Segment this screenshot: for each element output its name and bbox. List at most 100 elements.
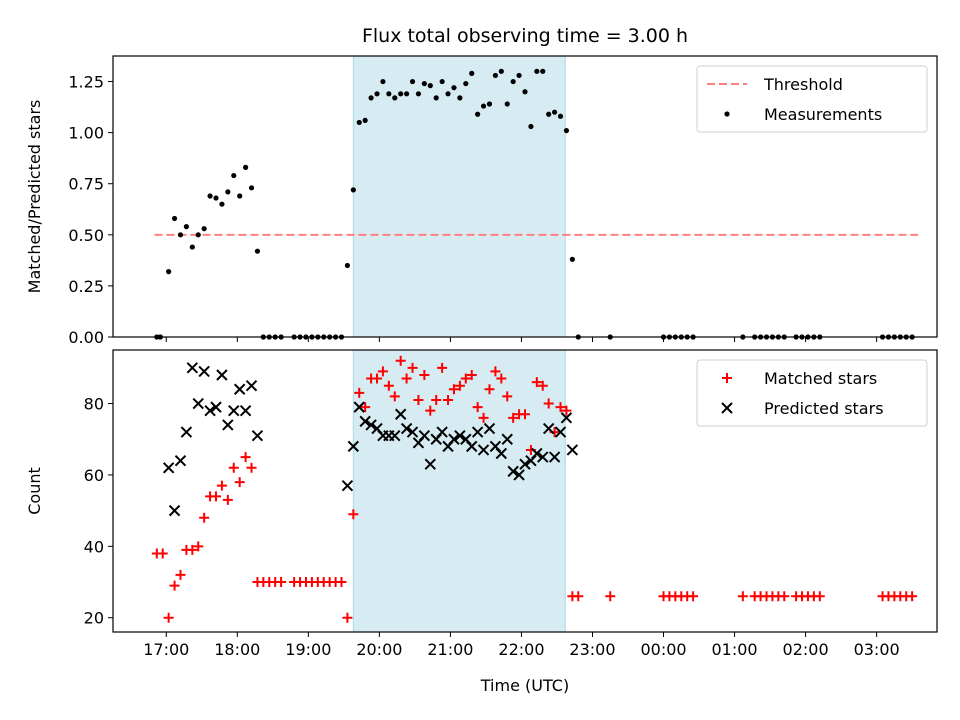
predicted-point bbox=[466, 440, 478, 453]
measurement-point bbox=[386, 91, 392, 97]
predicted-point bbox=[483, 422, 496, 435]
matched-point bbox=[354, 387, 365, 398]
predicted-point bbox=[566, 444, 579, 456]
matched-point bbox=[605, 591, 616, 602]
measurement-point bbox=[463, 80, 469, 87]
y-tick-label: 40 bbox=[84, 537, 104, 556]
matched-point bbox=[222, 494, 233, 505]
measurement-point bbox=[237, 193, 243, 199]
chart-title: Flux total observing time = 3.00 h bbox=[362, 25, 688, 47]
measurement-point bbox=[445, 91, 451, 97]
legend-box bbox=[696, 359, 928, 427]
y-tick-label: 0.00 bbox=[68, 328, 104, 347]
matched-point bbox=[779, 591, 790, 602]
matched-point bbox=[389, 391, 400, 402]
legend-label: Matched stars bbox=[764, 369, 877, 388]
matched-point bbox=[472, 402, 483, 413]
predicted-point bbox=[245, 379, 258, 392]
predicted-point bbox=[186, 362, 199, 374]
measurement-point bbox=[486, 101, 493, 107]
axes-frame bbox=[112, 55, 938, 338]
matched-point bbox=[490, 366, 501, 377]
measurement-point bbox=[504, 101, 510, 107]
matched-point bbox=[496, 373, 507, 384]
measurement-point bbox=[528, 123, 534, 130]
measurement-point bbox=[392, 95, 398, 101]
matched-point bbox=[276, 577, 287, 588]
y-tick-label: 0.25 bbox=[68, 277, 104, 296]
matched-point bbox=[395, 355, 406, 366]
legend-label: Threshold bbox=[763, 75, 843, 94]
matched-point bbox=[561, 405, 572, 416]
predicted-point bbox=[477, 444, 490, 456]
matched-point bbox=[175, 569, 186, 580]
predicted-point bbox=[436, 426, 448, 438]
matched-point bbox=[431, 394, 442, 405]
matched-point bbox=[157, 548, 168, 559]
measurement-point bbox=[207, 193, 213, 199]
legend: Matched stars Predicted stars bbox=[696, 359, 928, 427]
predicted-point bbox=[365, 419, 377, 431]
matched-point bbox=[537, 380, 548, 391]
measurement-point bbox=[421, 80, 427, 87]
matched-point bbox=[555, 402, 566, 413]
matched-point bbox=[573, 591, 584, 602]
measurement-point bbox=[569, 256, 575, 262]
predicted-point bbox=[239, 404, 252, 417]
matched-point bbox=[520, 409, 530, 420]
x-tick-label: 00:00 bbox=[640, 640, 686, 659]
matched-point bbox=[425, 405, 436, 416]
measurement-point bbox=[177, 232, 184, 238]
matched-point bbox=[443, 394, 454, 405]
matched-point bbox=[460, 373, 471, 384]
predicted-point bbox=[168, 504, 181, 517]
legend-label: Predicted stars bbox=[764, 399, 884, 418]
measurement-point bbox=[534, 68, 540, 74]
measurement-point bbox=[368, 95, 374, 101]
measurement-point bbox=[563, 127, 570, 134]
measurement-point bbox=[344, 262, 351, 269]
measurement-point bbox=[213, 195, 219, 201]
legend-measurement-swatch bbox=[724, 111, 730, 117]
y-tick-label: 20 bbox=[84, 609, 104, 628]
matched-point bbox=[737, 591, 748, 602]
predicted-point bbox=[347, 440, 360, 453]
predicted-point bbox=[210, 401, 222, 413]
matched-point bbox=[814, 591, 825, 602]
predicted-point bbox=[424, 458, 436, 470]
measurement-point bbox=[404, 91, 410, 97]
matched-point bbox=[543, 398, 554, 409]
x-tick-label: 20:00 bbox=[356, 640, 402, 659]
measurement-point bbox=[231, 172, 237, 179]
predicted-point bbox=[418, 429, 431, 442]
predicted-point bbox=[228, 404, 240, 417]
measurement-point bbox=[433, 95, 439, 101]
x-tick-label: 22:00 bbox=[498, 640, 544, 659]
observing-window-span bbox=[352, 349, 566, 633]
measurement-point bbox=[498, 68, 504, 74]
measurement-point bbox=[380, 78, 386, 85]
predicted-point bbox=[353, 401, 365, 413]
predicted-point bbox=[359, 415, 371, 428]
matched-point bbox=[377, 366, 388, 377]
measurement-point bbox=[183, 224, 190, 230]
predicted-point bbox=[222, 419, 234, 431]
measurement-point bbox=[219, 201, 225, 207]
axes-frame bbox=[112, 349, 938, 633]
predicted-point bbox=[471, 426, 484, 438]
measurement-point bbox=[510, 78, 516, 85]
matched-point bbox=[163, 612, 174, 623]
matched-point bbox=[454, 380, 465, 391]
measurement-point bbox=[254, 248, 261, 254]
predicted-point bbox=[448, 433, 460, 445]
matched-point bbox=[193, 541, 204, 552]
ratio-panel: 0.00 0.25 0.50 0.75 1.00 1.25 Matched/Predicte… bbox=[25, 55, 938, 347]
measurement-point bbox=[248, 185, 255, 191]
legend-box bbox=[696, 65, 928, 133]
measurement-point bbox=[362, 117, 368, 123]
measurement-point bbox=[480, 103, 487, 109]
matched-point bbox=[437, 362, 448, 373]
matched-point bbox=[419, 369, 430, 380]
x-tick-label: 21:00 bbox=[427, 640, 473, 659]
